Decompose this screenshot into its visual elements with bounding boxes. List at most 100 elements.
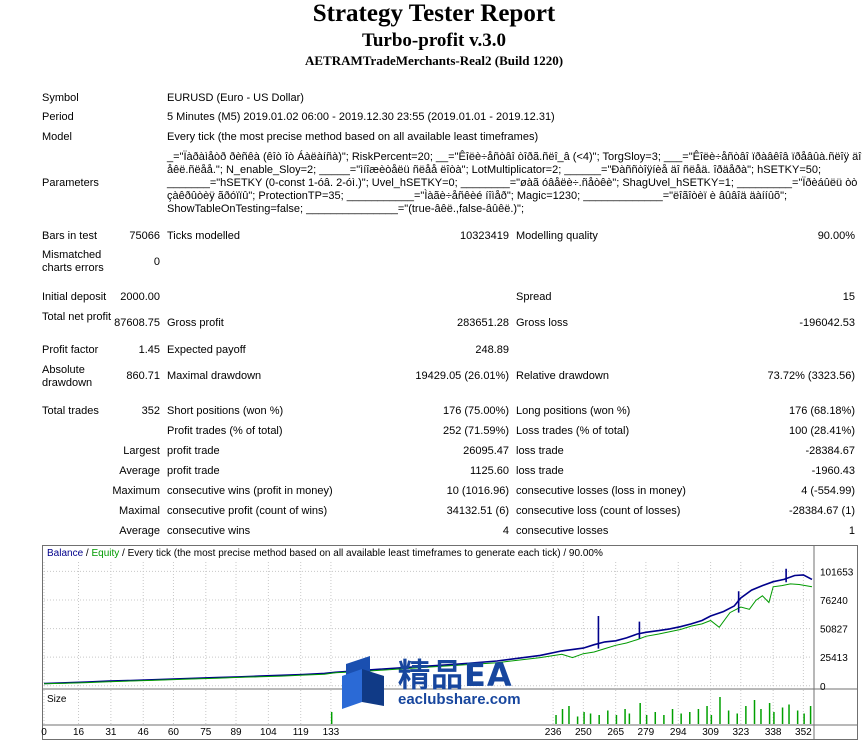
volume-bar	[639, 703, 641, 724]
volume-bar	[680, 713, 682, 724]
maximal-cons-loss-value: -28384.67 (1)	[788, 505, 855, 517]
x-tick-label: 60	[168, 727, 180, 738]
profit-trades-label: Profit trades (% of total)	[167, 425, 283, 437]
model-label: Model	[42, 131, 72, 143]
x-tick-label: 89	[230, 727, 242, 738]
initial-deposit-value: 2000.00	[120, 291, 160, 303]
watermark-url: eaclubshare.com	[398, 691, 521, 708]
parameters-line: _="Ïàðàìåòð ðèñêà (êîò îò Áàëàíñà)"; Ris…	[167, 151, 862, 163]
volume-bar	[607, 710, 609, 724]
long-positions-label: Long positions (won %)	[516, 405, 631, 417]
legend-sep: /	[83, 548, 92, 559]
y-tick-label: 0	[820, 682, 826, 693]
volume-bar	[689, 712, 691, 724]
report-subtitle: Turbo-profit v.3.0	[361, 30, 507, 51]
volume-bar	[788, 704, 790, 724]
profit-factor-label: Profit factor	[42, 344, 99, 356]
expected-payoff-label: Expected payoff	[167, 344, 246, 356]
max-drawdown-label: Maximal drawdown	[167, 370, 262, 382]
volume-bar	[706, 706, 708, 724]
largest-loss-label: loss trade	[516, 445, 564, 457]
volume-bar	[781, 707, 784, 724]
maximum-label: Maximum	[112, 485, 160, 497]
avg-cons-wins-label: consecutive wins	[167, 525, 251, 537]
account-name: AETRAMTradeMerchants-Real2 (Build 1220)	[304, 53, 564, 68]
total-trades-label: Total trades	[42, 405, 99, 417]
series-line-equity	[43, 583, 813, 685]
largest-profit-label: profit trade	[167, 445, 220, 457]
legend-equity: Equity	[91, 548, 120, 559]
x-tick-label: 133	[323, 727, 340, 738]
parameters-line: çàêðûòèÿ ãðóïïû"; ProtectionTP=35; _____…	[167, 190, 788, 202]
average-label: Average	[119, 465, 160, 477]
gross-profit-label: Gross profit	[167, 317, 224, 329]
legend-description: / Every tick (the most precise method ba…	[119, 548, 603, 559]
volume-bar	[555, 715, 557, 724]
max-cons-wins-value: 10 (1016.96)	[446, 485, 509, 497]
net-profit-value: 87608.75	[114, 317, 160, 329]
profit-trades-value: 252 (71.59%)	[442, 425, 509, 437]
x-tick-label: 236	[545, 727, 562, 738]
volume-bar	[736, 713, 738, 724]
x-tick-label: 16	[73, 727, 85, 738]
maximal-cons-profit-label: consecutive profit (count of wins)	[167, 505, 328, 517]
period-value: 5 Minutes (M5) 2019.01.02 06:00 - 2019.1…	[167, 111, 555, 123]
gross-loss-value: -196042.53	[799, 317, 855, 329]
total-trades-value: 352	[141, 405, 160, 417]
average-profit-value: 1125.60	[470, 465, 509, 477]
x-tick-label: 250	[575, 727, 592, 738]
volume-bar	[803, 713, 805, 724]
x-tick-label: 294	[670, 727, 687, 738]
chart-legend: Balance / Equity / Every tick (the most …	[47, 548, 603, 559]
maximal-cons-loss-label: consecutive loss (count of losses)	[516, 505, 681, 517]
profit-factor-value: 1.45	[138, 344, 160, 356]
volume-bar	[809, 706, 812, 724]
volume-bar	[568, 706, 570, 724]
period-label: Period	[42, 111, 74, 123]
volume-bar	[583, 712, 585, 724]
model-value: Every tick (the most precise method base…	[167, 131, 539, 143]
max-cons-losses-value: 4 (-554.99)	[801, 485, 855, 497]
short-positions-value: 176 (75.00%)	[442, 405, 509, 417]
volume-bar	[624, 709, 626, 724]
x-tick-label: 75	[200, 727, 212, 738]
volume-bar	[576, 716, 579, 724]
short-positions-label: Short positions (won %)	[167, 405, 284, 417]
average-profit-label: profit trade	[167, 465, 220, 477]
max-cons-losses-label: consecutive losses (loss in money)	[516, 485, 686, 497]
volume-bar	[760, 709, 762, 724]
volume-bar	[598, 715, 600, 724]
volume-bar	[671, 709, 674, 724]
y-tick-label: 25413	[820, 653, 848, 664]
parameters-label: Parameters	[42, 177, 99, 189]
abs-drawdown-value: 860.71	[126, 370, 160, 382]
volume-bar	[710, 715, 713, 724]
expected-payoff-value: 248.89	[475, 344, 509, 356]
balance-chart-frame	[42, 545, 858, 740]
x-tick-label: 309	[702, 727, 719, 738]
ticks-label: Ticks modelled	[167, 230, 240, 242]
rel-drawdown-label: Relative drawdown	[516, 370, 609, 382]
average-loss-label: loss trade	[516, 465, 564, 477]
ticks-value: 10323419	[460, 230, 509, 242]
x-tick-label: 323	[732, 727, 749, 738]
x-tick-label: 46	[138, 727, 150, 738]
volume-bar	[654, 712, 657, 724]
watermark-title: 精品EA	[398, 656, 513, 694]
x-tick-label: 265	[607, 727, 624, 738]
largest-loss-value: -28384.67	[805, 445, 855, 457]
volume-bar	[727, 710, 730, 724]
y-tick-label: 76240	[820, 596, 848, 607]
parameters-value: _="Ïàðàìåòð ðèñêà (êîò îò Áàëàíñà)"; Ris…	[167, 151, 862, 216]
volume-bar	[561, 709, 564, 724]
volume-bar	[697, 709, 700, 724]
avg-cons-wins-value: 4	[502, 525, 509, 537]
watermark-logo-icon	[342, 656, 384, 709]
symbol-label: Symbol	[42, 92, 79, 104]
volume-bar	[645, 715, 648, 724]
maximal-label: Maximal	[119, 505, 160, 517]
avg-cons-losses-value: 1	[848, 525, 855, 537]
x-tick-label: 0	[41, 727, 47, 738]
x-tick-label: 119	[293, 727, 309, 738]
report-title: Strategy Tester Report	[312, 0, 556, 27]
